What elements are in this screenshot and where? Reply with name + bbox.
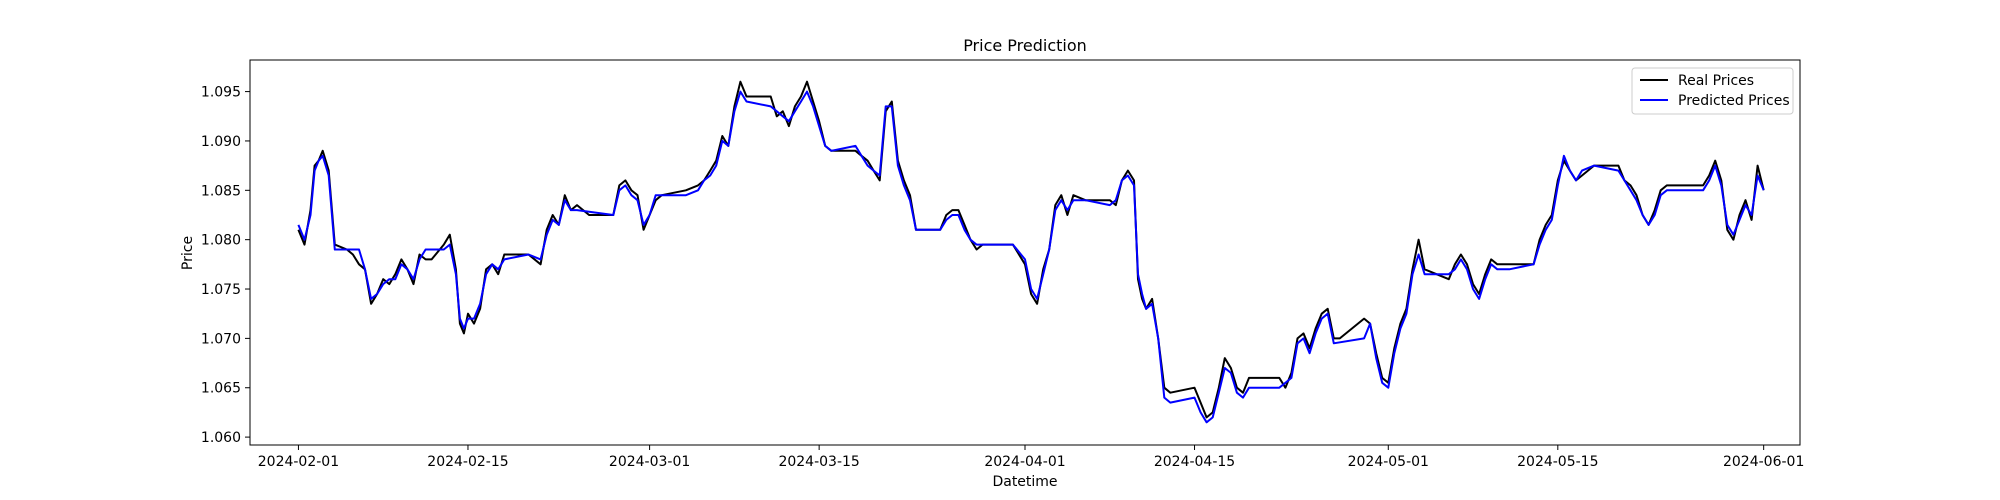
x-tick-label: 2024-02-15 [427, 454, 508, 470]
series-line-predicted-prices [297, 90, 1765, 424]
y-tick-label: 1.095 [201, 85, 241, 101]
x-tick-label: 2024-06-01 [1723, 454, 1804, 470]
y-axis-ticks: 1.060 1.065 1.070 1.075 1.080 1.085 1.090 1.095 [201, 85, 250, 446]
x-axis-ticks: 2024-02-01 2024-02-15 2024-03-01 2024-03-15… [258, 445, 1804, 470]
x-tick-label: 2024-05-01 [1348, 454, 1429, 470]
plot-area [250, 60, 1800, 445]
legend-label: Real Prices [1678, 73, 1754, 89]
legend-box [1631, 67, 1794, 115]
chart-title: Price Prediction [963, 36, 1087, 55]
y-axis-label: Price [180, 236, 196, 270]
series-lines [297, 80, 1765, 424]
legend-label: Predicted Prices [1678, 93, 1790, 109]
x-axis-label: Datetime [992, 474, 1057, 490]
x-tick-label: 2024-03-15 [778, 454, 859, 470]
y-tick-label: 1.070 [201, 331, 241, 347]
x-tick-label: 2024-05-15 [1517, 454, 1598, 470]
x-tick-label: 2024-02-01 [258, 454, 339, 470]
y-tick-label: 1.080 [201, 233, 241, 249]
legend: Real Prices Predicted Prices [1631, 67, 1794, 115]
y-tick-label: 1.075 [201, 282, 241, 298]
y-tick-label: 1.090 [201, 134, 241, 150]
x-tick-label: 2024-03-01 [609, 454, 690, 470]
x-tick-label: 2024-04-01 [984, 454, 1065, 470]
y-tick-label: 1.085 [201, 183, 241, 199]
y-tick-label: 1.065 [201, 381, 241, 397]
y-tick-label: 1.060 [201, 430, 241, 446]
x-tick-label: 2024-04-15 [1154, 454, 1235, 470]
plot-frame [249, 59, 1801, 446]
